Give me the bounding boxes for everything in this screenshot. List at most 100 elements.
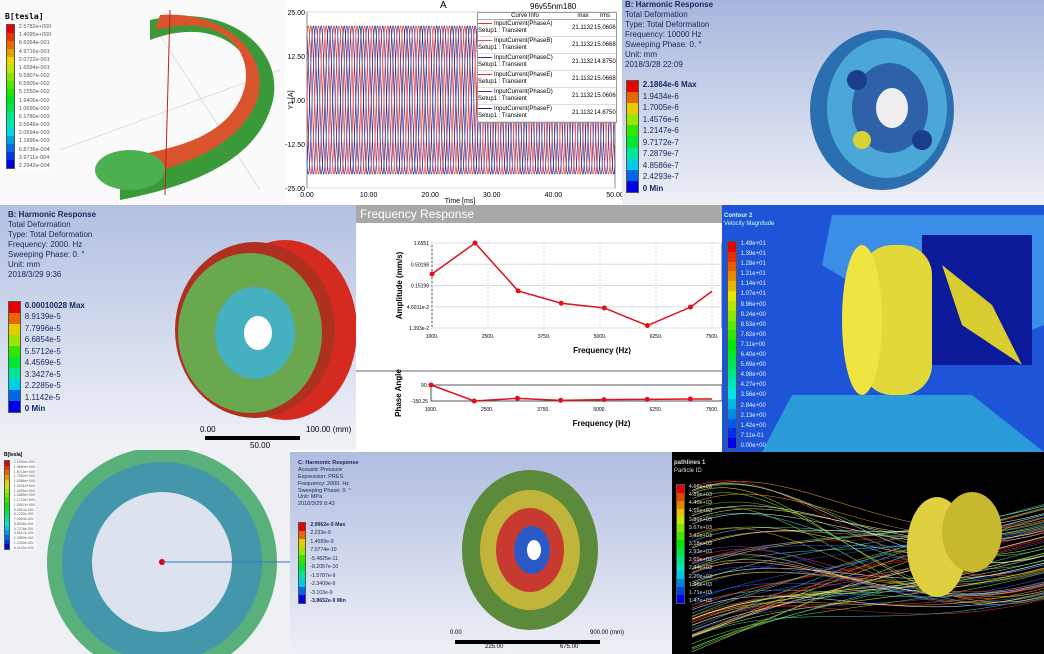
legend-label: 7.2879e-7: [643, 149, 697, 158]
legend-label: 0 Min: [25, 404, 85, 413]
x-tick-label: 0.00: [300, 192, 314, 199]
legend-label: 8.9139e-5: [25, 312, 85, 321]
info-line: Frequency: 10000 Hz: [625, 30, 713, 40]
y-axis-label: Amplitude (mm/s): [395, 251, 404, 319]
curve-setup: Setup1 : Transient: [478, 62, 572, 69]
info-line: Unit: mm: [625, 50, 713, 60]
table-row[interactable]: InputCurrent(PhaseF) Setup1 : Transient 21…: [478, 105, 616, 122]
info-text: C: Harmonic Response Acoustic Pressure Exp…: [298, 460, 359, 508]
curve-name: InputCurrent(PhaseE): [494, 72, 552, 78]
x-tick-label: 7500.: [706, 407, 719, 413]
data-point: [688, 305, 693, 310]
legend-label: 7.7996e-5: [25, 324, 85, 333]
table-row[interactable]: InputCurrent(PhaseB) Setup1 : Transient 21…: [478, 37, 616, 54]
legend-label: 1.2300e-001: [14, 541, 35, 545]
table-header: rms: [594, 13, 616, 19]
data-point: [645, 323, 650, 328]
table-row[interactable]: InputCurrent(PhaseD) Setup1 : Transient 21…: [478, 88, 616, 105]
info-line: Total Deformation: [8, 220, 96, 230]
series-swatch: [478, 57, 492, 58]
legend-label: 6.6854e-5: [25, 335, 85, 344]
legend-label: 1.8718e+000: [14, 470, 35, 474]
curve-max: 21.1132: [572, 59, 594, 65]
x-axis-label: Frequency (Hz): [573, 419, 631, 428]
legend-label: 3.67e+03: [689, 525, 712, 531]
legend-label: 7.11e+00: [741, 342, 766, 348]
legend-label: 5.8935e-001: [14, 522, 35, 526]
legend-label: 4.27e+00: [741, 382, 766, 388]
legend-label: 4.7276e-001: [14, 527, 35, 531]
info-line: Sweeping Phase: 0. °: [8, 250, 96, 260]
legend-label: 5.5712e-5: [25, 347, 85, 356]
acoustic-pressure-panel: C: Harmonic Response Acoustic Pressure Exp…: [290, 452, 672, 654]
legend-label: 1.2889e+000: [14, 493, 35, 497]
legend-label: 2.4293e-7: [643, 172, 697, 181]
info-line: 2018/3/29 9:36: [8, 270, 96, 280]
legend-label: 1.4699e-9: [310, 539, 345, 545]
pathlines-render: [672, 452, 1044, 654]
legend-label: 1.7005e-6: [643, 103, 697, 112]
legend-label: 5.69e+00: [741, 362, 766, 368]
color-bar: [298, 522, 306, 604]
analysis-title: B: Harmonic Response: [625, 0, 713, 10]
legend-label: 1.71e+03: [689, 590, 712, 596]
color-legend: 2.1864e-6 Max 1.9434e-6 1.7005e-6 1.4576e-6…: [626, 80, 697, 193]
legend-label: 4.16e+03: [689, 508, 712, 514]
legend-label: 4.98e+00: [741, 372, 766, 378]
table-header: Curve Info: [478, 13, 572, 19]
analysis-title: Contour 2: [724, 213, 774, 221]
table-row[interactable]: InputCurrent(PhaseE) Setup1 : Transient 21…: [478, 71, 616, 88]
fan-velocity-render: [722, 205, 1044, 452]
analysis-title: B: Harmonic Response: [8, 210, 96, 220]
scale-start: 0.00: [200, 425, 216, 435]
table-row[interactable]: InputCurrent(PhaseC) Setup1 : Transient 21…: [478, 54, 616, 71]
data-point: [688, 396, 693, 401]
x-tick-label: 3750.: [537, 407, 550, 413]
legend-label: 1.9434e-6: [643, 92, 697, 101]
data-point: [559, 301, 564, 306]
x-tick-label: 5000.: [593, 407, 606, 413]
legend-label: -2.3409e-9: [310, 581, 345, 587]
legend-label: 4.66e+03: [689, 484, 712, 490]
color-legend: 0.00010028 Max 8.9139e-5 7.7996e-5 6.6854e-…: [8, 301, 85, 413]
curve-max: 21.1132: [572, 42, 594, 48]
legend-label: 3.56e+00: [741, 392, 766, 398]
legend-label: 6.1780e-003: [19, 114, 51, 120]
legend-label: 1.4576e-6: [643, 115, 697, 124]
x-axis-label: Frequency (Hz): [573, 346, 631, 355]
analysis-title: pathlines 1: [674, 460, 705, 468]
table-row[interactable]: InputCurrent(PhaseA) Setup1 : Transient 21…: [478, 20, 616, 37]
legend-label: 0.00010028 Max: [25, 301, 85, 310]
legend-label: 3.18e+03: [689, 541, 712, 547]
x-tick-label: 40.00: [545, 192, 563, 199]
curve-rms: 15.0668: [594, 42, 616, 48]
curve-max: 21.1132: [572, 76, 594, 82]
legend-label: 0 Min: [643, 184, 697, 193]
curve-max: 21.1132: [572, 93, 594, 99]
color-bar: [626, 80, 639, 193]
color-legend: 2.1050e+000 1.9884e+000 1.8718e+000 1.7552e…: [4, 460, 35, 550]
legend-label: 3.91e+03: [689, 517, 712, 523]
data-point: [430, 271, 435, 276]
legend-label: 7.82e+00: [741, 332, 766, 338]
legend-label: -5.4825e-11: [310, 556, 345, 562]
legend-label: 4.4569e-5: [25, 358, 85, 367]
legend-title: B[tesla]: [5, 12, 44, 22]
x-tick-label: 30.00: [483, 192, 501, 199]
x-tick-label: 7500.: [706, 334, 719, 340]
curve-setup: Setup1 : Transient: [478, 96, 572, 103]
legend-label: 9.5907e-002: [19, 73, 51, 79]
legend-label: 4.40e+03: [689, 500, 712, 506]
legend-label: 2.2285e-5: [25, 381, 85, 390]
series-line: [431, 385, 712, 401]
color-bar: [727, 241, 737, 449]
info-line: Frequency: 2000. Hz: [8, 240, 96, 250]
y-tick-label: 0.15198: [411, 284, 429, 290]
legend-label: 2.5782e+000: [19, 24, 51, 30]
legend-label: 1.47e+03: [689, 598, 712, 604]
legend-label: 4.89e+03: [689, 492, 712, 498]
analysis-title: C: Harmonic Response: [298, 460, 359, 467]
legend-label: 2.1050e+000: [14, 460, 35, 464]
legend-label: 2.233e-9: [310, 530, 345, 536]
legend-label: 1.0557e+000: [14, 503, 35, 507]
